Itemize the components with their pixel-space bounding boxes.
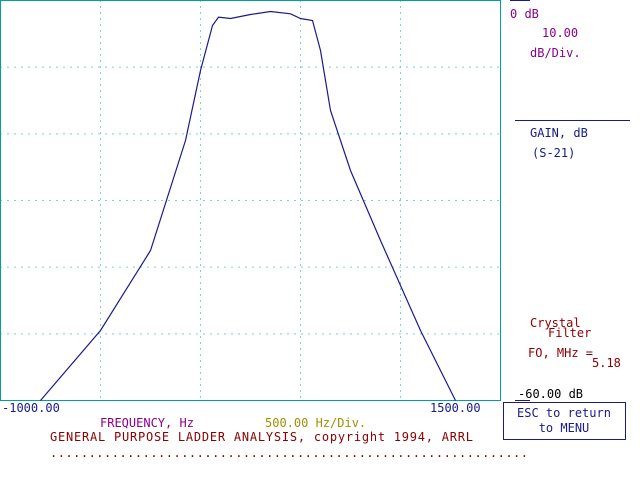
button-text[interactable]: to MENU [539,421,590,435]
y-label: GAIN, dB [530,126,588,140]
gain-curve [40,10,457,401]
y-div: 10.00 [542,26,578,40]
footer-title: GENERAL PURPOSE LADDER ANALYSIS, copyrig… [50,430,473,444]
x-tick-label: -1000.00 [2,401,60,415]
y-tick-label: -60.00 dB [518,387,583,401]
footer-dots: ........................................… [50,446,528,460]
info: Crystal [530,316,581,330]
x-div: 500.00 Hz/Div. [265,416,366,430]
y-tick-label: 0 dB [510,7,539,21]
x-tick-label: 1500.00 [430,401,481,415]
y-div-unit: dB/Div. [530,46,581,60]
x-label: FREQUENCY, Hz [100,416,194,430]
esc-button[interactable] [503,402,626,440]
info: 5.18 [592,356,621,370]
info: FO, MHz = [528,346,593,360]
button-text[interactable]: ESC to return [517,406,611,420]
y-sub: (S-21) [532,146,575,160]
info: Filter [548,326,591,340]
